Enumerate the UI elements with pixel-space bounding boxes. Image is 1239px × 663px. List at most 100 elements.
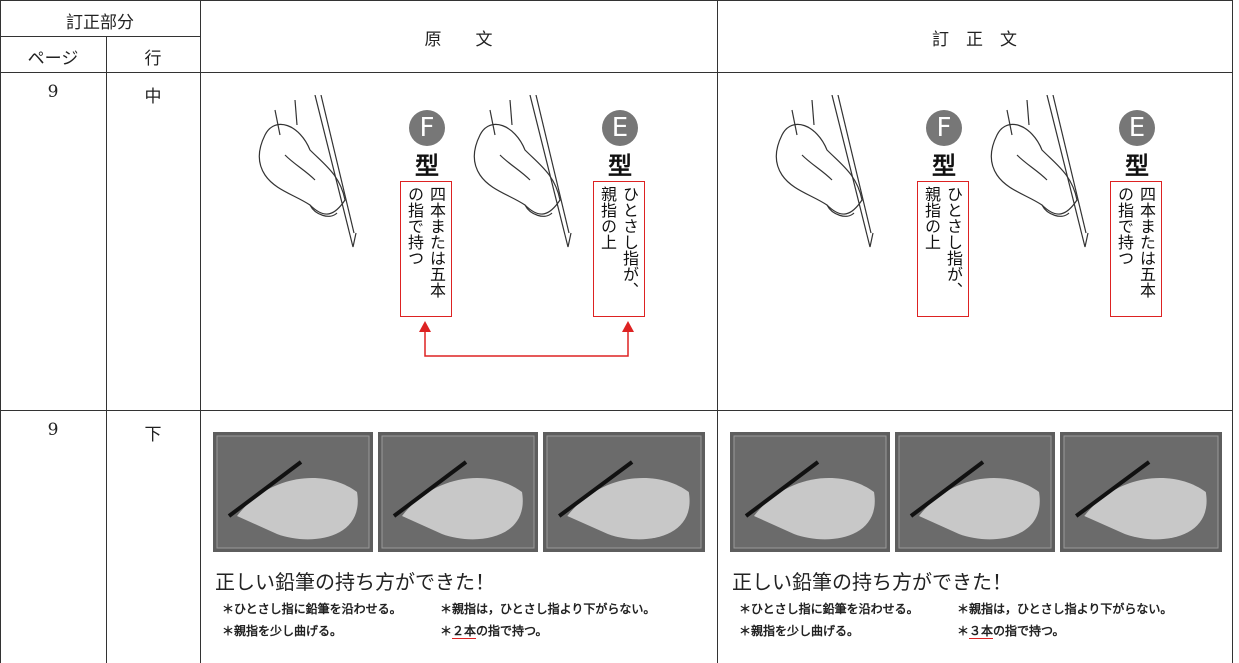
sketch-stroke — [489, 109, 496, 136]
header-section: 訂正部分 — [66, 13, 134, 33]
pencil — [558, 460, 634, 518]
pencil — [909, 460, 985, 518]
sketch-stroke — [524, 204, 553, 217]
sketch-stroke — [1081, 232, 1089, 248]
note: ＊親指を少し曲げる。 — [222, 624, 343, 638]
note-underlined: ３本 — [969, 624, 994, 639]
grip-text: 四本または五本の指で持つ — [405, 186, 446, 298]
grip-box: 四本または五本の指で持つ — [400, 181, 452, 317]
grip-text: ひとさし指が、親指の上 — [922, 186, 963, 298]
rule — [0, 0, 1, 663]
caption: 正しい鉛筆の持ち方ができた！ — [215, 570, 495, 594]
sketch-stroke — [826, 204, 855, 217]
page-number: 9 — [47, 420, 59, 440]
pencil — [1075, 460, 1151, 518]
grip-letter: F — [926, 110, 962, 146]
note: ＊３本の指で持つ。 — [957, 622, 1065, 639]
grip-box: ひとさし指が、親指の上 — [917, 181, 969, 317]
grip-box: 四本または五本の指で持つ — [1110, 181, 1162, 317]
pencil — [227, 460, 303, 518]
hand — [402, 477, 523, 540]
note: ＊２本の指で持つ。 — [440, 622, 548, 639]
hand — [237, 477, 358, 540]
hand — [919, 477, 1040, 540]
arrow — [419, 321, 634, 357]
line-position: 下 — [144, 425, 162, 445]
sketch-stroke — [564, 232, 572, 248]
sketch-stroke — [349, 232, 357, 248]
grip-kind: 型 — [415, 152, 439, 180]
grip-text: ひとさし指が、親指の上 — [598, 186, 639, 298]
header-line: 行 — [144, 49, 162, 69]
sketch-stroke — [499, 154, 531, 181]
sketch-stroke — [1016, 154, 1048, 181]
rule — [0, 72, 1232, 73]
sketch-stroke — [294, 99, 298, 126]
note-rest: の指で持つ。 — [476, 624, 548, 638]
note: ＊ひとさし指に鉛筆を沿わせる。 — [222, 602, 402, 616]
sketch-stroke — [509, 99, 513, 126]
grip-letter: E — [602, 110, 638, 146]
hand-sketch — [258, 95, 357, 248]
sketch-stroke — [866, 232, 874, 248]
pencil — [744, 460, 820, 518]
rule — [0, 410, 1232, 411]
hand — [1084, 477, 1207, 540]
grip-kind: 型 — [608, 152, 632, 180]
header-page: ページ — [27, 49, 79, 69]
note: ＊親指を少し曲げる。 — [739, 624, 860, 638]
sketch-stroke — [801, 154, 833, 181]
note: ＊親指は，ひとさし指より下がらない。 — [440, 602, 656, 616]
photo — [213, 432, 373, 552]
rule — [717, 0, 718, 663]
hand — [567, 477, 690, 540]
sketch-stroke — [284, 154, 316, 181]
sketch-stroke — [811, 99, 815, 126]
rule — [0, 36, 200, 37]
caption: 正しい鉛筆の持ち方ができた！ — [732, 570, 1012, 594]
sketch-stroke — [1006, 109, 1013, 136]
sketch-stroke — [1026, 99, 1030, 126]
rule — [1232, 0, 1233, 663]
grip-kind: 型 — [932, 152, 956, 180]
grip-box: ひとさし指が、親指の上 — [593, 181, 645, 317]
hand-sketch — [775, 95, 874, 248]
sketch-stroke — [831, 95, 868, 236]
header-original: 原 文 — [424, 30, 493, 50]
note-mark: ＊ — [957, 624, 970, 638]
header-corrected: 訂 正 文 — [932, 30, 1017, 50]
sketch-stroke — [791, 109, 798, 136]
grip-kind: 型 — [1125, 152, 1149, 180]
note-mark: ＊ — [440, 624, 453, 638]
note-rest: の指で持つ。 — [993, 624, 1065, 638]
hand-sketch — [990, 95, 1089, 248]
sketch-stroke — [473, 123, 561, 215]
sketch-stroke — [837, 95, 872, 234]
note: ＊親指は，ひとさし指より下がらない。 — [957, 602, 1173, 616]
grip-text: 四本または五本の指で持つ — [1115, 186, 1156, 298]
rule — [200, 0, 201, 663]
photo — [378, 432, 538, 552]
sketch-stroke — [535, 95, 570, 234]
sketch-stroke — [274, 109, 281, 136]
photo — [1060, 432, 1222, 552]
photo — [543, 432, 705, 552]
note: ＊ひとさし指に鉛筆を沿わせる。 — [739, 602, 919, 616]
sketch-stroke — [1052, 95, 1087, 234]
sketch-stroke — [320, 95, 355, 234]
sketch-stroke — [775, 123, 863, 215]
hand — [754, 477, 875, 540]
line-position: 中 — [144, 87, 162, 107]
page-number: 9 — [47, 82, 59, 102]
sketch-stroke — [1041, 204, 1070, 217]
sketch-stroke — [309, 204, 338, 217]
grip-letter: F — [409, 110, 445, 146]
photo — [895, 432, 1055, 552]
rule — [106, 36, 107, 663]
pencil — [392, 460, 468, 518]
sketch-stroke — [258, 123, 346, 215]
sketch-stroke — [990, 123, 1078, 215]
grip-letter: E — [1119, 110, 1155, 146]
arrow-line — [424, 330, 629, 357]
